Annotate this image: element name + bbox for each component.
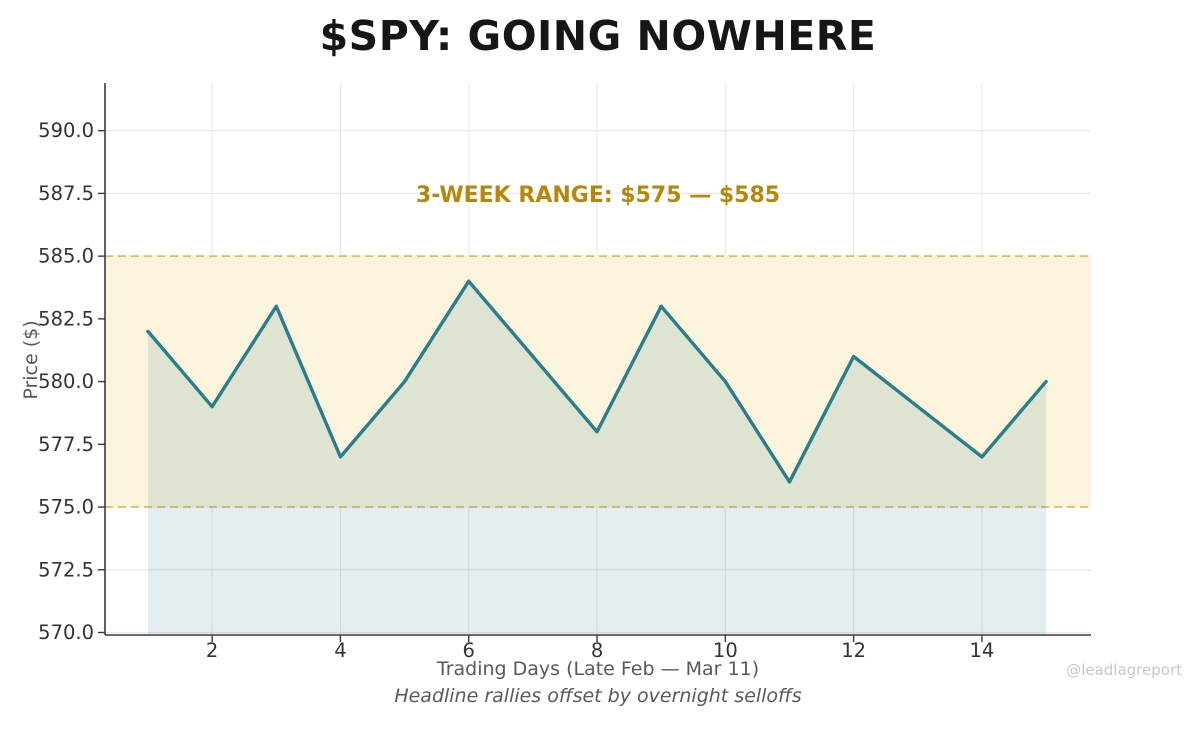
chart-title: $SPY: GOING NOWHERE bbox=[319, 12, 877, 60]
series-area-fill bbox=[147, 281, 1047, 634]
y-tick-label: 577.5 bbox=[38, 433, 94, 456]
x-tick-label: 6 bbox=[463, 639, 475, 662]
y-tick-label: 590.0 bbox=[38, 119, 94, 142]
x-tick-label: 2 bbox=[206, 639, 218, 662]
series-line bbox=[146, 279, 1048, 484]
y-tick-label: 580.0 bbox=[38, 370, 94, 393]
y-tick-label: 572.5 bbox=[38, 558, 94, 581]
range-band bbox=[105, 256, 1091, 508]
x-tick-label: 12 bbox=[841, 639, 866, 662]
x-axis-subtitle: Headline rallies offset by overnight sel… bbox=[394, 685, 802, 707]
x-tick-label: 10 bbox=[713, 639, 738, 662]
x-axis-label: Trading Days (Late Feb — Mar 11) bbox=[436, 658, 760, 680]
x-tick-label: 4 bbox=[334, 639, 346, 662]
axis-ticks bbox=[98, 129, 983, 642]
y-tick-labels: 570.0 572.5 575.0 577.5 580.0 582.5 585.0 587.5… bbox=[38, 119, 94, 644]
axis-spines bbox=[104, 83, 1091, 636]
x-tick-label: 8 bbox=[591, 639, 603, 662]
x-tick-labels: 2 4 6 8 10 12 14 bbox=[206, 639, 994, 662]
range-annotation: 3-WEEK RANGE: $575 — $585 bbox=[415, 183, 781, 208]
x-tick-label: 14 bbox=[970, 639, 995, 662]
y-tick-label: 582.5 bbox=[38, 307, 94, 330]
watermark: @leadlagreport bbox=[1066, 661, 1182, 679]
y-tick-label: 570.0 bbox=[38, 621, 94, 644]
y-axis-label: Price ($) bbox=[20, 320, 42, 400]
y-tick-label: 585.0 bbox=[38, 245, 94, 268]
y-tick-label: 587.5 bbox=[38, 182, 94, 205]
y-tick-label: 575.0 bbox=[38, 496, 94, 519]
